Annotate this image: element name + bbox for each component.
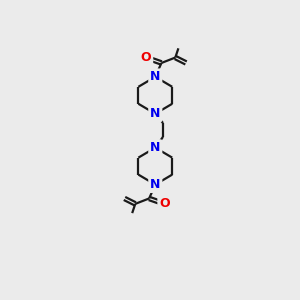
- Text: N: N: [150, 70, 160, 83]
- Text: N: N: [150, 178, 160, 191]
- Text: O: O: [141, 51, 152, 64]
- Text: N: N: [150, 107, 160, 120]
- Text: N: N: [150, 141, 160, 154]
- Text: O: O: [159, 197, 170, 210]
